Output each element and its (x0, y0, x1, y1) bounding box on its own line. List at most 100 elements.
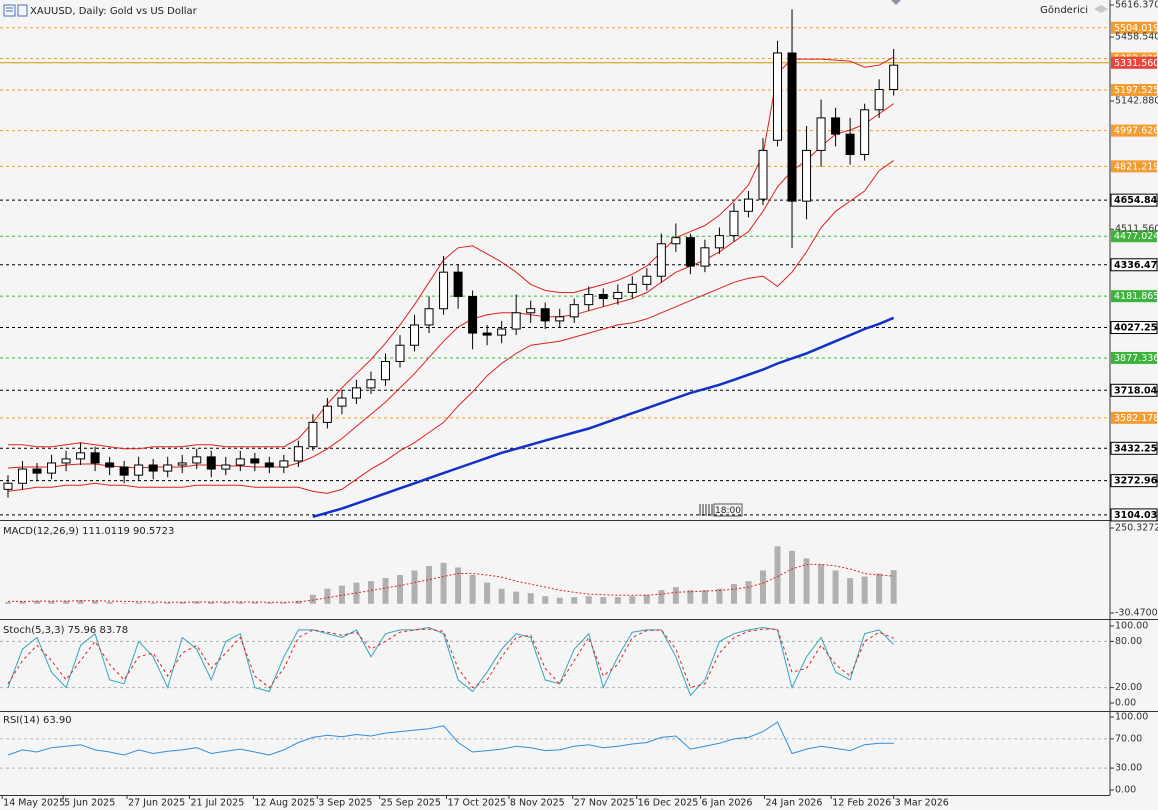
histogram-bar (324, 588, 331, 604)
icon[interactable] (17, 4, 28, 17)
histogram-bar (876, 573, 883, 604)
level-label: 3582.178 (1114, 413, 1158, 424)
candle-body (569, 304, 579, 318)
level-label: 3104.032 (1114, 510, 1158, 521)
candle-body (700, 247, 710, 267)
candle-body (468, 296, 478, 334)
x-tick-label: 3 Sep 2025 (318, 798, 372, 809)
candle-body (889, 64, 899, 91)
candle-body (497, 328, 507, 336)
histogram-bar (716, 588, 723, 604)
histogram-bar (4, 602, 11, 604)
series-line (312, 316, 895, 519)
level-label-box (1110, 321, 1158, 335)
y-tick-label: 5142.880 (1115, 96, 1158, 107)
x-tick-label: 17 Oct 2025 (447, 798, 506, 809)
icon[interactable] (3, 4, 16, 17)
candle-body (293, 446, 303, 462)
histogram-bar (164, 602, 171, 604)
histogram-bar (150, 602, 157, 604)
x-tick-label: 24 Jan 2026 (765, 798, 822, 809)
candle-body (308, 421, 318, 448)
candle-body (322, 405, 332, 423)
candle-body (105, 462, 115, 468)
candle-body (802, 149, 812, 202)
level-label-box (1111, 351, 1157, 364)
series-line (8, 563, 894, 603)
panel-title: Stoch(5,3,3) 75.96 83.78 (3, 625, 128, 636)
histogram-bar (382, 578, 389, 604)
candle-body (351, 387, 361, 399)
series-line (7, 626, 895, 697)
y-tick-label: 100.00 (1115, 621, 1148, 632)
candle-body (642, 275, 652, 285)
histogram-bar (106, 601, 113, 604)
candle-body (584, 294, 594, 306)
histogram-bar (658, 590, 665, 604)
histogram-bar (687, 590, 694, 604)
histogram-bar (629, 596, 636, 604)
y-tick-label: -30.4700 (1115, 608, 1158, 619)
candle-body (380, 360, 390, 381)
histogram-bar (527, 593, 534, 604)
histogram-bar (48, 601, 55, 604)
histogram-bar (92, 600, 99, 604)
histogram-bar (77, 600, 84, 604)
level-label-box (1111, 56, 1157, 69)
panel (4, 546, 897, 604)
level-label: 4654.848 (1114, 195, 1158, 206)
candle-body (134, 464, 144, 476)
level-label: 4997.626 (1114, 126, 1158, 137)
candle-body (163, 464, 173, 472)
candle-body (598, 294, 608, 300)
histogram-bar (701, 590, 708, 604)
candle-body (453, 271, 463, 298)
candle-body (773, 52, 783, 141)
candle-body (627, 283, 637, 293)
histogram-bar (600, 597, 607, 604)
histogram-bar (730, 584, 737, 604)
level-label: 3718.044 (1114, 385, 1158, 396)
candle-body (860, 109, 870, 155)
histogram-bar (513, 591, 520, 604)
y-tick-label: 20.00 (1115, 682, 1142, 693)
histogram-bar (498, 588, 505, 604)
histogram-bar (266, 602, 273, 604)
time-marker: 18:00 (699, 503, 743, 517)
level-label: 5504.019 (1114, 23, 1158, 34)
candle-body (482, 332, 492, 336)
candle-body (250, 458, 260, 464)
candle-body (279, 460, 289, 468)
y-tick-label: 80.00 (1115, 636, 1142, 647)
histogram-bar (585, 596, 592, 604)
level-label-box (1110, 258, 1158, 272)
candle-body (235, 458, 245, 466)
histogram-bar (121, 603, 128, 604)
candle-body (743, 198, 753, 212)
candle-body (787, 52, 797, 202)
level-label-box (1111, 84, 1157, 97)
toolbar-icons (3, 0, 1108, 17)
y-tick-label: 70.00 (1115, 733, 1142, 744)
histogram-bar (745, 581, 752, 604)
candle-body (410, 324, 420, 346)
broker-icon (1094, 5, 1108, 13)
level-label-box (1111, 411, 1157, 424)
histogram-bar (455, 567, 462, 604)
histogram-bar (614, 597, 621, 604)
histogram-bar (295, 600, 302, 604)
candle-body (3, 482, 13, 490)
candle-body (685, 237, 695, 267)
histogram-bar (338, 585, 345, 604)
panel-title: XAUUSD, Daily: Gold vs US Dollar (30, 6, 198, 17)
histogram-bar (672, 587, 679, 604)
histogram-bar (556, 597, 563, 604)
candle-body (540, 308, 550, 322)
series-line (7, 721, 894, 756)
level-label: 5331.560 (1114, 58, 1158, 69)
candle-body (526, 308, 536, 314)
histogram-bar (803, 558, 810, 604)
candle-body (90, 452, 100, 464)
